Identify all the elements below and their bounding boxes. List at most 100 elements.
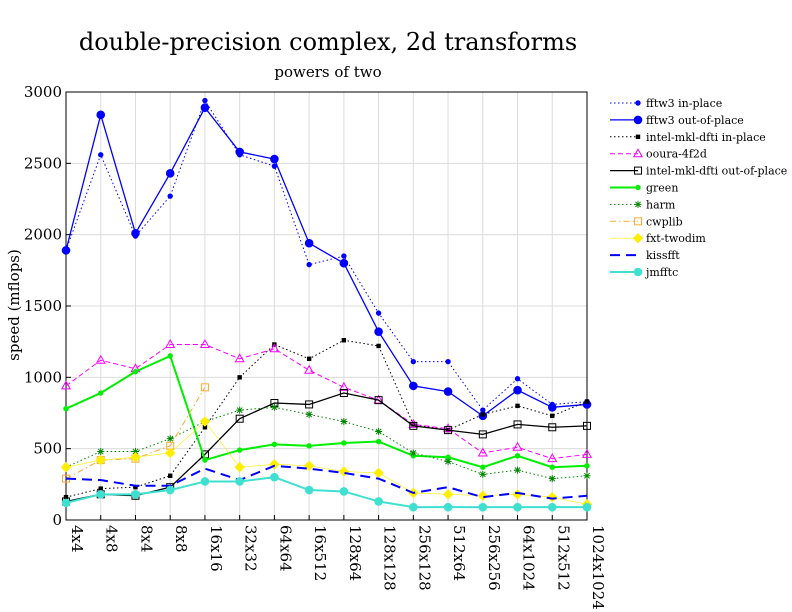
y-tick-label: 3000 [24,83,62,101]
data-point [235,147,244,157]
data-point [236,406,244,414]
data-point [338,381,349,391]
data-point [634,217,642,226]
data-point [339,487,349,496]
legend-entry: fftw3 out-of-place [610,114,744,127]
x-tick-label: 256x128 [415,525,433,591]
data-point [477,447,488,457]
legend-label: fxt-twodim [646,232,706,245]
y-tick-label: 1500 [24,297,62,315]
data-point [375,310,382,316]
data-point [409,502,418,512]
legend-entry: intel-mkl-dfti in-place [610,131,766,144]
legend-entry: jmfftc [610,266,678,279]
data-point [306,356,312,361]
data-point [96,490,106,499]
data-point [376,343,381,349]
series-green [63,353,590,470]
data-point [303,460,315,471]
legend-label: green [646,182,678,195]
series-line [65,464,588,500]
data-point [202,425,208,430]
data-point [443,502,453,512]
series-kissfft [65,464,588,500]
series-line [65,392,588,503]
data-point [373,467,384,479]
data-point [63,406,69,412]
legend-entry: fxt-twodim [610,232,706,245]
series-fftw3-in-place [63,97,590,413]
data-point [635,100,641,106]
data-point [269,343,280,353]
chart-subtitle: powers of two [274,63,381,81]
data-point [583,421,591,430]
data-point [131,228,140,238]
data-point [547,502,557,512]
legend-label: intel-mkl-dfti in-place [646,131,766,144]
y-tick-label: 2500 [24,154,62,172]
data-point [95,354,106,364]
data-point [635,184,641,191]
data-point [478,430,487,439]
data-point [165,169,175,178]
data-point [583,472,591,480]
y-axis-label: speed (mflops) [5,249,23,361]
series-line [65,421,588,505]
y-ticks: 0 500 1000 1500 2000 2500 3000 [24,83,71,529]
legend: fftw3 in-place fftw3 out-of-place intel-mk… [610,97,787,279]
data-point [549,464,555,470]
data-point [167,193,173,199]
data-point [339,389,348,398]
data-point [478,502,488,512]
data-point [513,385,522,395]
x-tick-label: 512x64 [450,525,468,581]
data-point [548,423,557,432]
data-point [202,457,208,463]
x-tick-label: 8x4 [137,525,155,553]
data-point [341,338,347,343]
data-point [442,489,454,500]
data-point [550,413,555,419]
y-tick-label: 1000 [24,368,62,386]
series-line [65,99,588,411]
data-point [131,448,139,456]
data-point [200,103,210,112]
series-line [65,406,588,480]
x-tick-label: 16x16 [207,525,225,572]
legend-label: jmfftc [644,266,678,279]
data-point [477,490,489,501]
chart-title: double-precision complex, 2d transforms [79,28,577,56]
data-point [340,418,348,426]
data-point [236,447,243,453]
data-point [443,387,453,396]
data-point [547,491,558,503]
data-point [443,423,454,433]
data-point [479,470,487,478]
data-point [98,486,103,491]
data-point [98,152,104,158]
data-point [132,368,139,375]
data-point [237,375,242,380]
series-group [60,97,593,512]
series-intel-mkl-dfti-out-of-place [62,389,591,506]
legend-label: cwplib [646,215,683,228]
data-point [305,400,314,409]
data-point [133,484,138,490]
data-point [632,148,644,158]
y-tick-label: 500 [33,440,62,458]
x-tick-label: 256x256 [485,525,503,591]
data-point [374,396,383,405]
data-point [514,376,521,382]
data-point [375,428,383,436]
data-point [270,403,278,411]
data-point [305,410,313,418]
data-point [513,502,522,512]
series-line [65,476,587,509]
data-point [445,358,451,365]
data-point [304,238,314,248]
series-line [65,339,588,498]
data-point [199,416,211,427]
data-point [633,267,643,277]
data-point [338,466,350,477]
